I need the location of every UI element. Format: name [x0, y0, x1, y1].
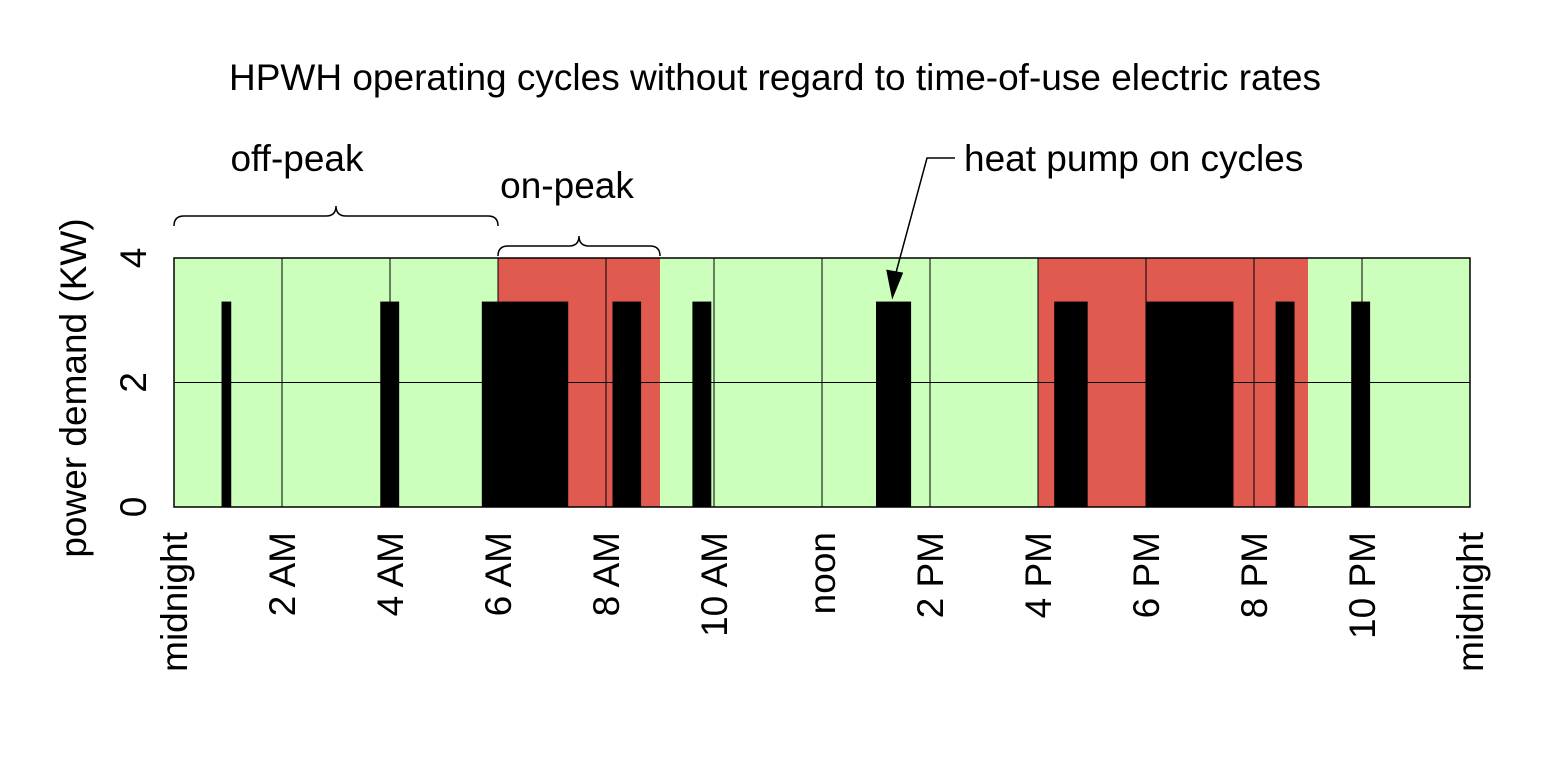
x-tick-label-9: 6 PM — [1126, 532, 1167, 618]
brace-on-peak — [497, 235, 661, 257]
x-tick-label-4: 8 AM — [586, 532, 627, 616]
cycle-bar-7 — [1146, 301, 1234, 507]
cycle-bar-6 — [1054, 301, 1088, 507]
annotation-arrowhead — [886, 269, 904, 300]
x-tick-label-12: midnight — [1450, 531, 1491, 672]
cycle-bar-8 — [1275, 301, 1295, 507]
annotation-arrow-line — [894, 157, 955, 276]
plot-border — [173, 257, 1471, 508]
y-tick-label-0: 0 — [113, 497, 154, 518]
x-tick-label-6: noon — [802, 532, 843, 614]
cycle-bar-2 — [481, 301, 569, 507]
annotation-heat-pump-label: heat pump on cycles — [964, 138, 1303, 179]
cycle-bar-9 — [1351, 301, 1371, 507]
cycle-bar-1 — [380, 301, 400, 507]
y-tick-label-1: 2 — [113, 372, 154, 393]
brace-off-peak — [173, 205, 499, 227]
y-axis-ticks: 0 2 4 — [113, 248, 154, 518]
plot-frame — [173, 257, 1471, 508]
annotation-off-peak-label: off-peak — [230, 138, 364, 179]
chart-title: HPWH operating cycles without regard to … — [229, 57, 1321, 98]
y-axis-label: power demand (KW) — [53, 218, 94, 557]
x-axis-ticks: midnight 2 AM 4 AM 6 AM 8 AM 10 AM noon 2 PM 4 P… — [154, 531, 1491, 672]
x-tick-label-11: 10 PM — [1342, 532, 1383, 639]
annotation-on-peak-label: on-peak — [500, 165, 634, 206]
x-tick-label-0: midnight — [154, 531, 195, 672]
heat-pump-cycles — [221, 301, 1371, 507]
x-tick-label-3: 6 AM — [478, 532, 519, 616]
cycle-bar-4 — [692, 301, 712, 507]
x-tick-label-1: 2 AM — [262, 532, 303, 616]
x-tick-label-7: 2 PM — [910, 532, 951, 618]
x-tick-label-8: 4 PM — [1018, 532, 1059, 618]
x-tick-label-10: 8 PM — [1234, 532, 1275, 618]
y-tick-label-2: 4 — [113, 248, 154, 269]
cycle-bar-5 — [876, 301, 912, 507]
cycle-bar-3 — [612, 301, 642, 507]
cycle-bar-0 — [221, 301, 232, 507]
x-tick-label-5: 10 AM — [694, 532, 735, 637]
x-tick-label-2: 4 AM — [370, 532, 411, 616]
annotations: off-peak on-peak heat pump on cycles — [173, 138, 1303, 300]
